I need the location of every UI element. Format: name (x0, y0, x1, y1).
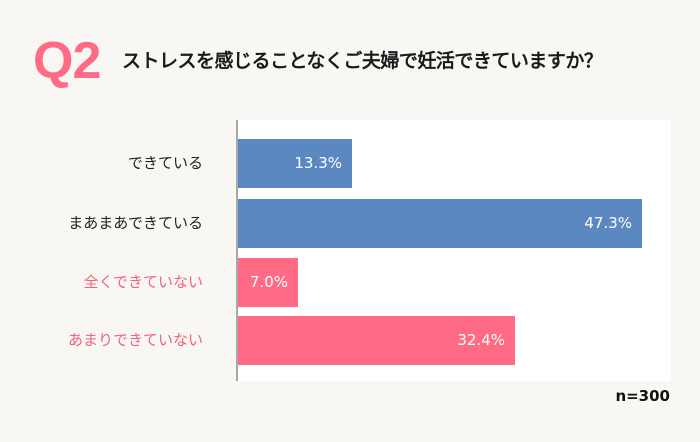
category-axis-line (236, 120, 238, 381)
bar: 7.0% (238, 258, 298, 307)
question-title: ストレスを感じることなくご夫婦で妊活できていますか？ (122, 50, 603, 72)
bar-value-label: 32.4% (457, 331, 505, 349)
sample-size-label: n=300 (615, 387, 670, 405)
bar: 47.3% (238, 199, 642, 248)
bar-value-label: 7.0% (249, 273, 288, 291)
category-label: まあまあできている (68, 214, 203, 232)
bar: 13.3% (238, 139, 352, 188)
bar-value-label: 13.3% (294, 154, 342, 172)
category-label: あまりできていない (67, 331, 203, 349)
category-label: 全くできていない (83, 273, 203, 291)
bar-value-label: 47.3% (584, 214, 632, 232)
question-number-badge: Q2 (33, 32, 101, 90)
bar: 32.4% (238, 316, 515, 365)
category-label: できている (127, 154, 203, 172)
